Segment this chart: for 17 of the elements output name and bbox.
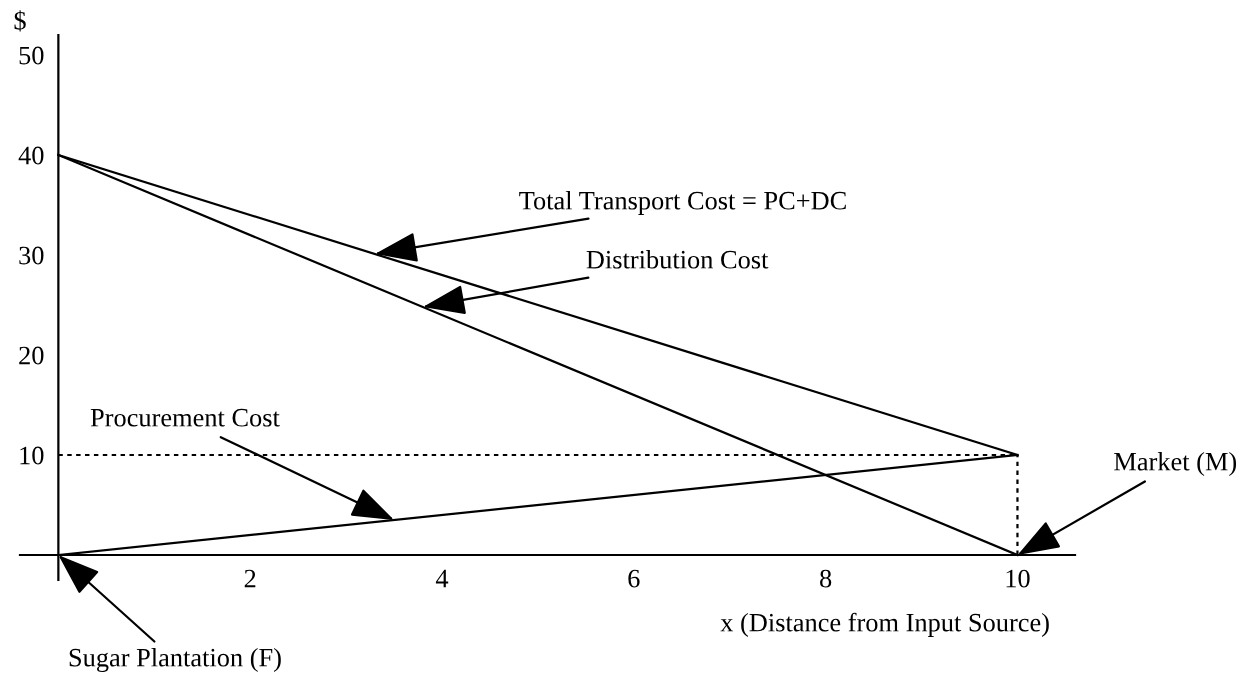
x-tick-label: 6 [628,569,640,588]
annotation: Distribution Cost [586,250,769,269]
x-tick-label: 2 [244,569,256,588]
y-tick-label: 40 [18,146,44,165]
x-axis-title: x (Distance from Input Source) [720,612,1049,637]
annotation: Market (M) [1114,452,1237,476]
x-tick-label: 4 [435,569,449,588]
y-tick-label: 10 [20,446,44,465]
y-axis-title: $ [14,10,26,32]
x-tick-label: 8 [820,569,832,588]
y-tick-label: 20 [19,346,44,365]
annotation: Total Transport Cost = PC+DC [519,191,846,215]
x-tick-label: 10 [1006,569,1030,588]
annotation: Procurement Cost [90,408,280,427]
annotation: Sugar Plantation (F) [69,648,281,672]
y-tick-label: 30 [19,246,44,265]
y-tick-label: 50 [19,46,44,65]
